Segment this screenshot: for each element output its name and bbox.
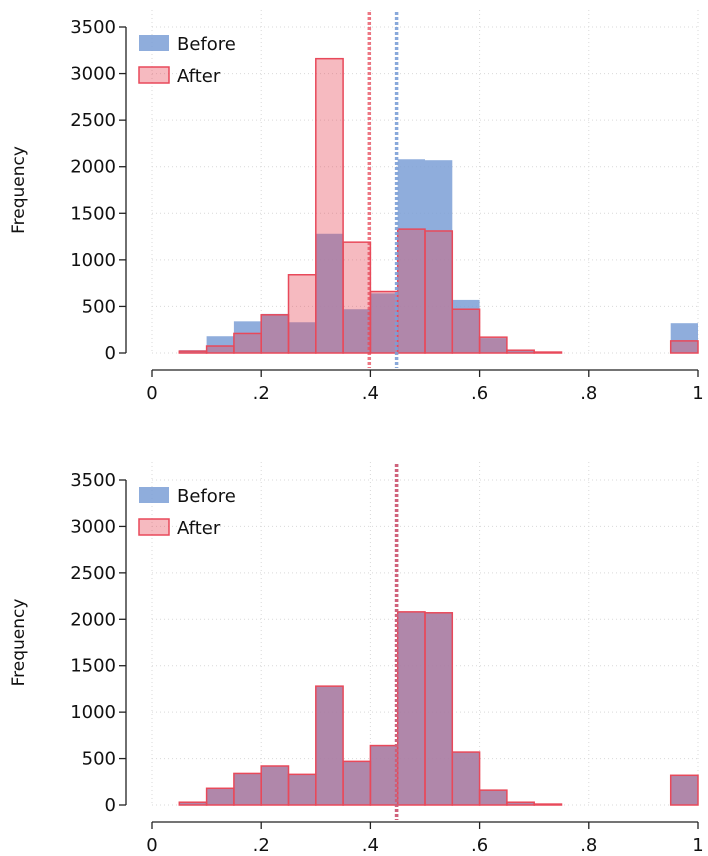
legend-label-after: After — [177, 66, 221, 87]
histogram-bar-after — [424, 230, 454, 354]
y-tick-label: 2500 — [70, 110, 116, 131]
histogram-bar-before — [670, 323, 698, 353]
histogram-bar-after — [478, 789, 508, 806]
y-tick-label: 2000 — [70, 609, 116, 630]
legend-label-before: Before — [177, 486, 236, 507]
y-tick-label: 2500 — [70, 563, 116, 584]
y-tick-label: 500 — [82, 749, 116, 770]
y-tick-label: 3000 — [70, 516, 116, 537]
histogram-bar-before — [506, 350, 535, 353]
histogram-bar-after — [205, 345, 235, 354]
histogram-bar-after — [669, 774, 699, 806]
y-tick-label: 1500 — [70, 203, 116, 224]
histogram-bar-after — [451, 308, 481, 354]
histogram-bar-before — [315, 686, 344, 805]
histogram-panel-top: 0 500 1000 1500 2000 2500 3000 3500 0 .2 .4 .6 .8 1 Fr… — [9, 10, 704, 404]
histogram-bar-after — [451, 751, 481, 806]
y-tick-label: 1500 — [70, 656, 116, 677]
legend-label-before: Before — [177, 34, 236, 55]
histogram-bar-after — [396, 228, 426, 354]
histogram-bar-after — [424, 612, 454, 806]
y-tick-label: 3500 — [70, 17, 116, 38]
histogram-bar-before — [261, 766, 289, 805]
y-tick-label: 500 — [82, 296, 116, 317]
y-axis-label: Frequency — [9, 599, 29, 687]
histogram-bar-before — [425, 160, 453, 353]
histogram-bar-before — [343, 761, 371, 805]
x-tick-label: .6 — [471, 835, 488, 852]
histogram-bar-after — [260, 314, 290, 354]
histogram-bar-after — [287, 773, 317, 806]
histogram-bar-before — [479, 790, 507, 805]
histogram-bar-after — [342, 241, 372, 354]
histogram-bar-before — [506, 802, 535, 805]
legend-swatch-before — [139, 35, 169, 51]
histogram-bar-after — [233, 332, 262, 354]
histogram-bar-after — [533, 803, 563, 806]
y-tick-label: 3500 — [70, 470, 116, 491]
x-tick-label: .4 — [362, 835, 379, 852]
histogram-bar-after — [506, 801, 535, 806]
legend-swatch-before — [139, 487, 169, 503]
x-tick-label: .2 — [253, 383, 270, 404]
histogram-bar-before — [370, 293, 398, 353]
histogram-bar-after — [205, 787, 235, 806]
histogram-bar-after — [506, 349, 535, 354]
histogram-bar-before — [233, 321, 262, 353]
histogram-bar-before — [315, 233, 344, 353]
x-tick-label: .6 — [471, 383, 488, 404]
histogram-bar-after — [260, 765, 290, 806]
histogram-bar-after — [233, 772, 262, 806]
histogram-bar-after — [533, 351, 563, 354]
histogram-bar-after — [342, 760, 372, 806]
histogram-bar-before — [261, 313, 289, 353]
x-tick-label: 1 — [692, 383, 703, 404]
legend-swatch-after — [138, 66, 170, 84]
histogram-bar-before — [370, 745, 398, 805]
histogram-bar-before — [397, 611, 425, 805]
x-tick-label: .4 — [362, 383, 379, 404]
histogram-bar-before — [425, 612, 453, 805]
x-tick-label: .8 — [580, 835, 597, 852]
histogram-bar-before — [288, 322, 316, 353]
legend-swatch-after — [138, 518, 170, 536]
histogram-bar-after — [178, 350, 208, 354]
histogram-bar-after — [369, 290, 399, 354]
histogram-bar-after — [287, 274, 317, 354]
histogram-bar-before — [233, 773, 262, 805]
histogram-bar-before — [452, 752, 480, 805]
histogram-bar-before — [206, 788, 234, 805]
y-tick-label: 3000 — [70, 64, 116, 85]
x-tick-label: 0 — [146, 835, 157, 852]
histogram-bar-after — [178, 801, 208, 806]
y-tick-label: 0 — [105, 795, 116, 816]
histogram-bar-before — [397, 159, 425, 353]
histogram-bar-before — [479, 338, 507, 353]
y-tick-label: 1000 — [70, 250, 116, 271]
histogram-bar-before — [343, 309, 371, 353]
x-tick-label: 1 — [692, 835, 703, 852]
histogram-bar-after — [478, 336, 508, 354]
x-tick-label: 0 — [146, 383, 157, 404]
histogram-bar-before — [288, 774, 316, 805]
x-tick-label: .2 — [253, 835, 270, 852]
histogram-bar-after — [369, 744, 399, 806]
histogram-bar-before — [670, 775, 698, 805]
histogram-bar-before — [179, 802, 207, 805]
legend-label-after: After — [177, 518, 221, 539]
x-tick-label: .8 — [580, 383, 597, 404]
histogram-bar-after — [396, 611, 426, 806]
y-axis-label: Frequency — [9, 146, 29, 234]
y-tick-label: 2000 — [70, 157, 116, 178]
y-tick-label: 0 — [105, 343, 116, 364]
histogram-bar-before — [206, 336, 234, 353]
histogram-bar-after — [315, 57, 344, 354]
y-tick-label: 1000 — [70, 702, 116, 723]
histogram-panel-bottom: 0 500 1000 1500 2000 2500 3000 3500 0 .2 .4 .6 .8 1 Fr… — [9, 462, 704, 856]
histogram-bar-after — [669, 340, 699, 354]
histogram-bar-after — [315, 685, 344, 806]
